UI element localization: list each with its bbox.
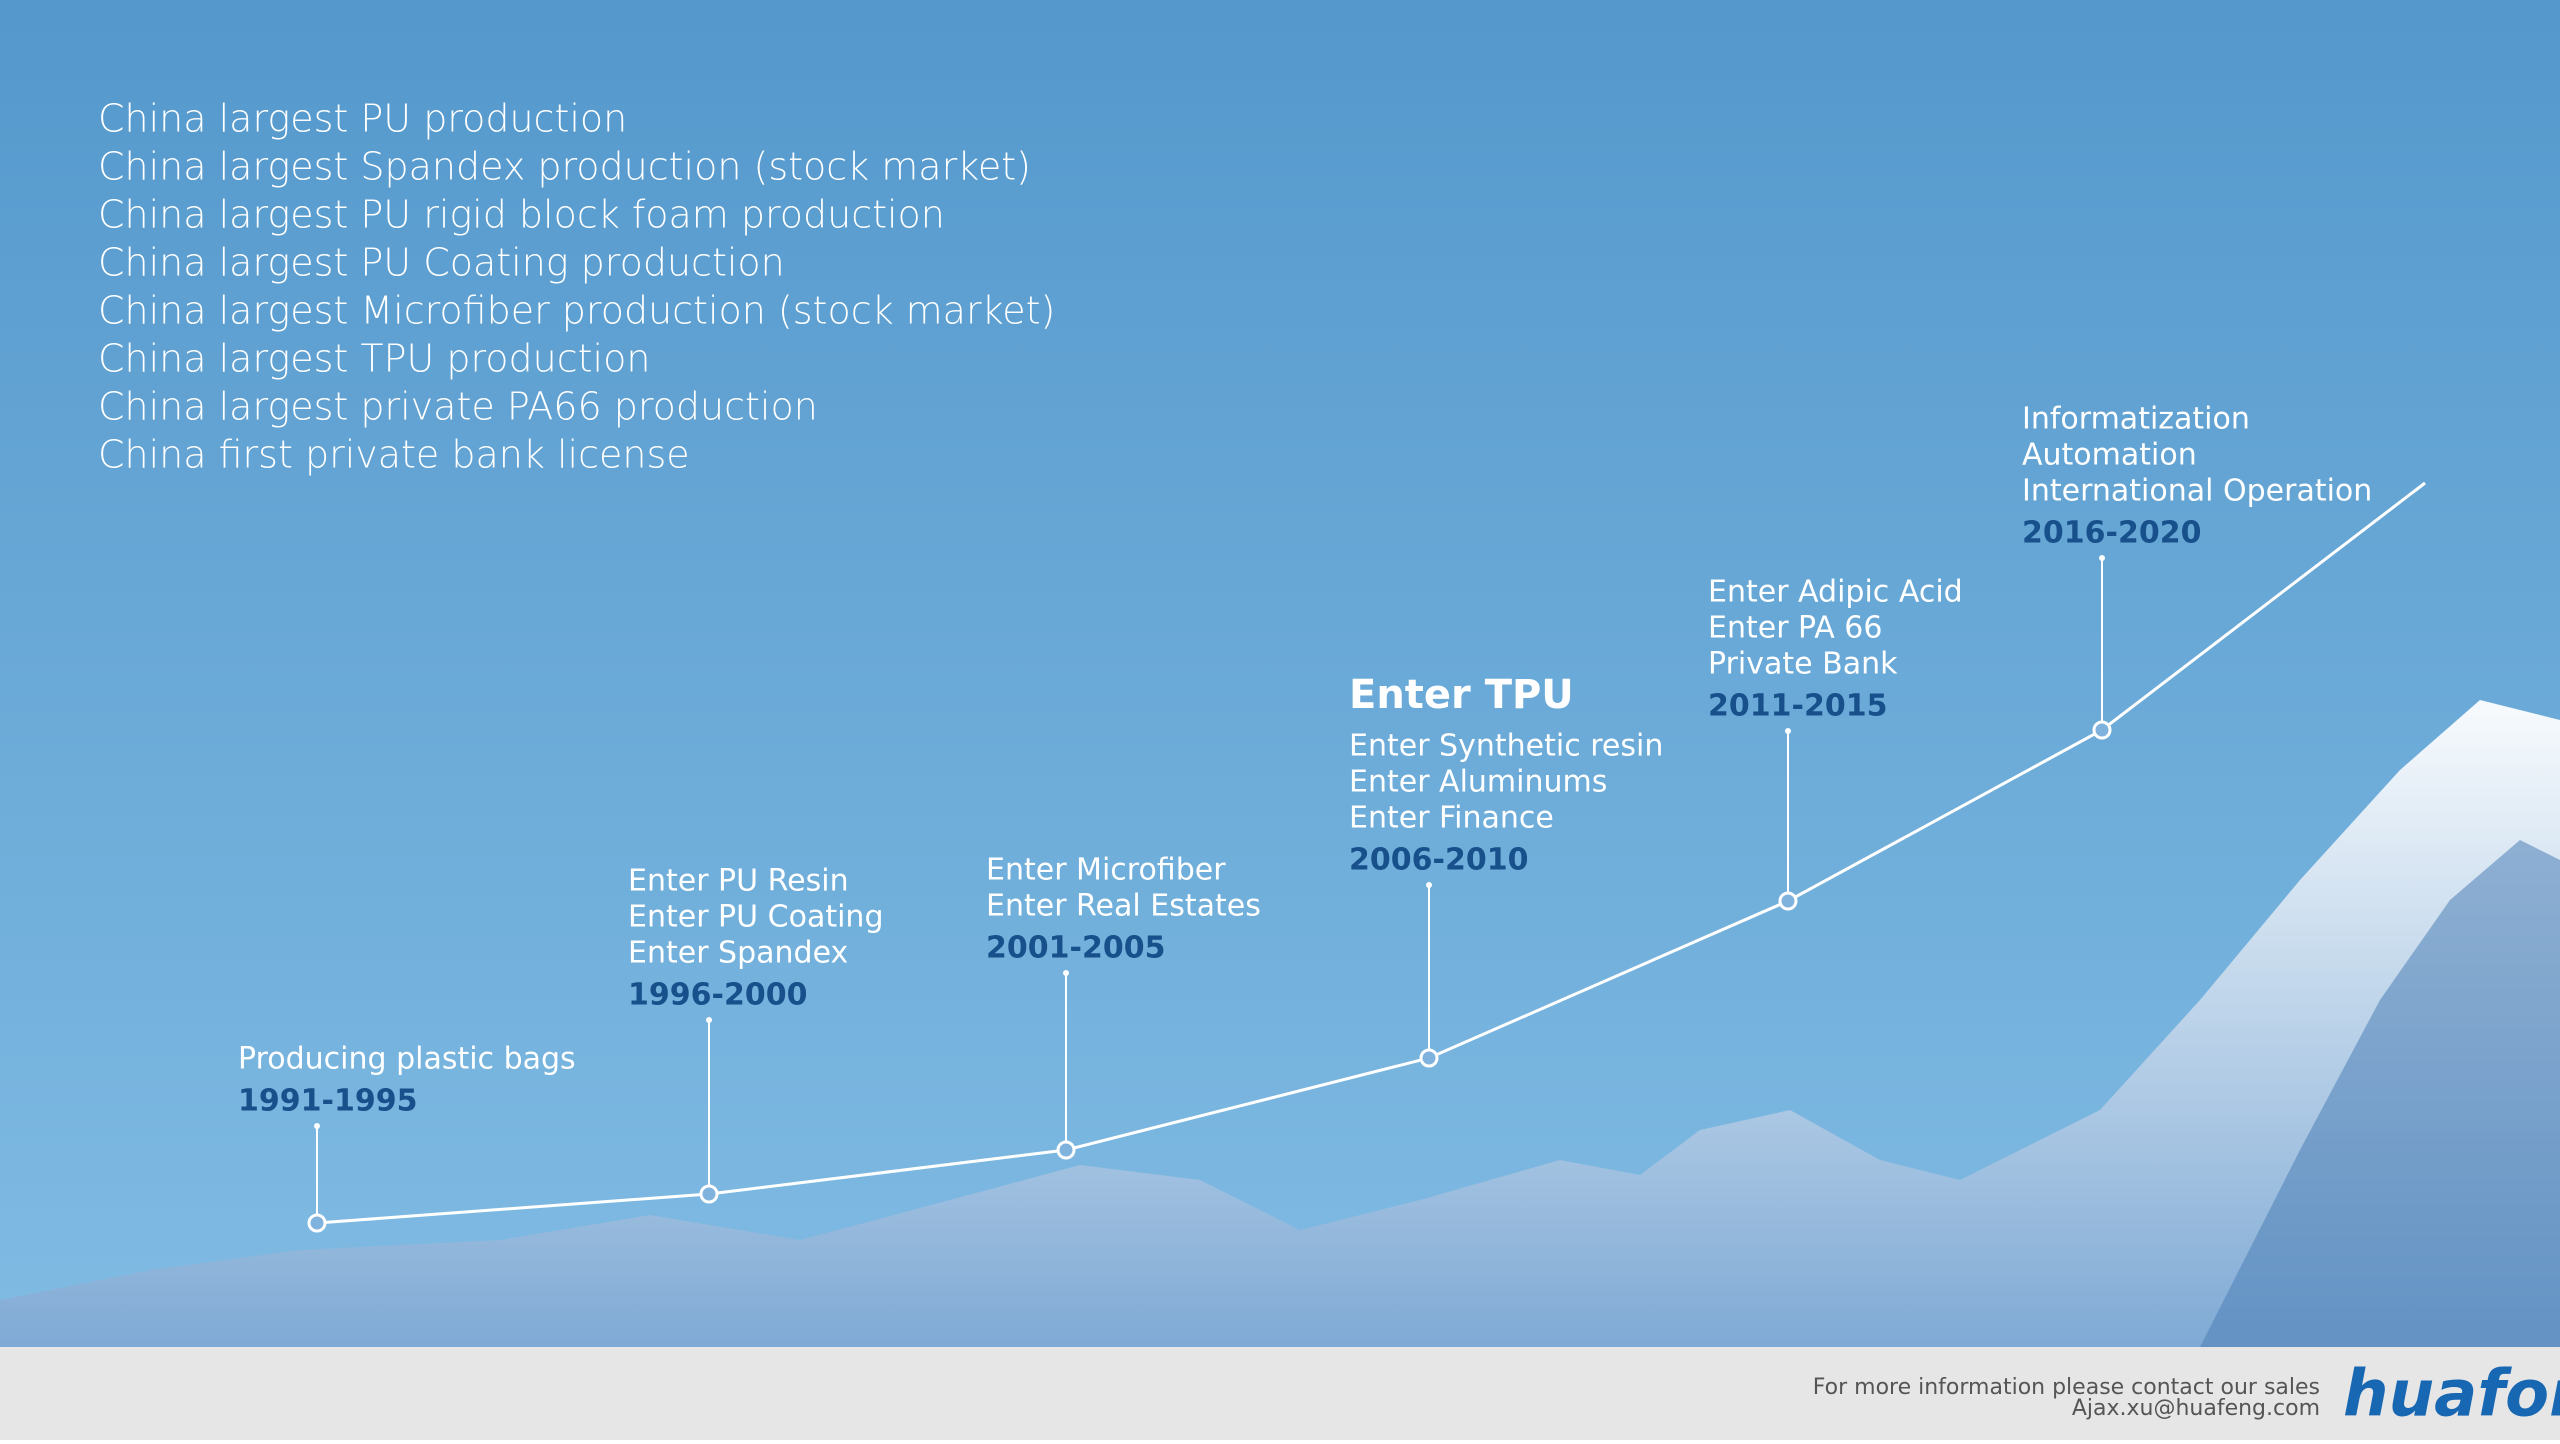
contact-line: For more information please contact our … (1813, 1375, 2320, 1400)
milestone-period: 2016-2020 (2022, 516, 2201, 551)
milestone-item: Enter Spandex (628, 936, 848, 971)
mountains (0, 700, 2560, 1347)
milestone-item: Enter PA 66 (1708, 611, 1882, 646)
timeline-dot (2092, 720, 2112, 740)
milestones: Producing plastic bags 1991-1995 Enter PU … (238, 402, 2372, 1233)
stem-top (1063, 970, 1069, 976)
milestone-item: Enter Real Estates (986, 889, 1261, 924)
milestone-item: Enter Aluminums (1349, 765, 1607, 800)
timeline-dot (1056, 1140, 1076, 1160)
timeline-dot (699, 1184, 719, 1204)
milestone-item: Informatization (2022, 402, 2250, 437)
timeline-dot (1778, 891, 1798, 911)
stem-top (314, 1123, 320, 1129)
milestone-item: Enter Synthetic resin (1349, 729, 1663, 764)
achievement: China first private bank license (98, 433, 690, 477)
achievement: China largest PU rigid block foam produc… (98, 193, 945, 237)
stem-top (1785, 728, 1791, 734)
milestone-period: 1991-1995 (238, 1084, 417, 1119)
achievement: China largest PU Coating production (98, 241, 785, 285)
footer-bar (0, 1347, 2560, 1440)
achievement: China largest PU production (98, 97, 627, 141)
milestone-item: Enter PU Coating (628, 900, 883, 935)
achievement: China largest Spandex production (stock … (98, 145, 1031, 189)
milestone-period: 1996-2000 (628, 978, 807, 1013)
timeline-dot (1419, 1048, 1439, 1068)
contact-email: Ajax.xu@huafeng.com (2072, 1396, 2320, 1421)
stem-top (2099, 555, 2105, 561)
milestone-item: Enter Microfiber (986, 853, 1226, 888)
milestone-item: Automation (2022, 438, 2197, 473)
achievement: China largest Microfiber production (sto… (98, 289, 1055, 333)
milestone-period: 2006-2010 (1349, 843, 1528, 878)
milestone-item: Enter Finance (1349, 801, 1554, 836)
timeline-dot (307, 1213, 327, 1233)
stem-top (1426, 882, 1432, 888)
milestone-period: 2001-2005 (986, 931, 1165, 966)
milestone-item: Enter PU Resin (628, 864, 849, 899)
stem-top (706, 1017, 712, 1023)
logo: huafon (2343, 1358, 2560, 1432)
milestone-item: Producing plastic bags (238, 1042, 576, 1077)
milestone-period: 2011-2015 (1708, 689, 1887, 724)
milestone: Producing plastic bags 1991-1995 (238, 1042, 576, 1233)
milestone-headline: Enter TPU (1349, 672, 1574, 718)
milestone-item: Private Bank (1708, 647, 1898, 682)
achievement: China largest TPU production (98, 337, 650, 381)
achievement: China largest private PA66 production (98, 385, 818, 429)
milestone-item: Enter Adipic Acid (1708, 575, 1963, 610)
mountain-shadow (2200, 840, 2560, 1347)
milestone-item: International Operation (2022, 474, 2372, 509)
